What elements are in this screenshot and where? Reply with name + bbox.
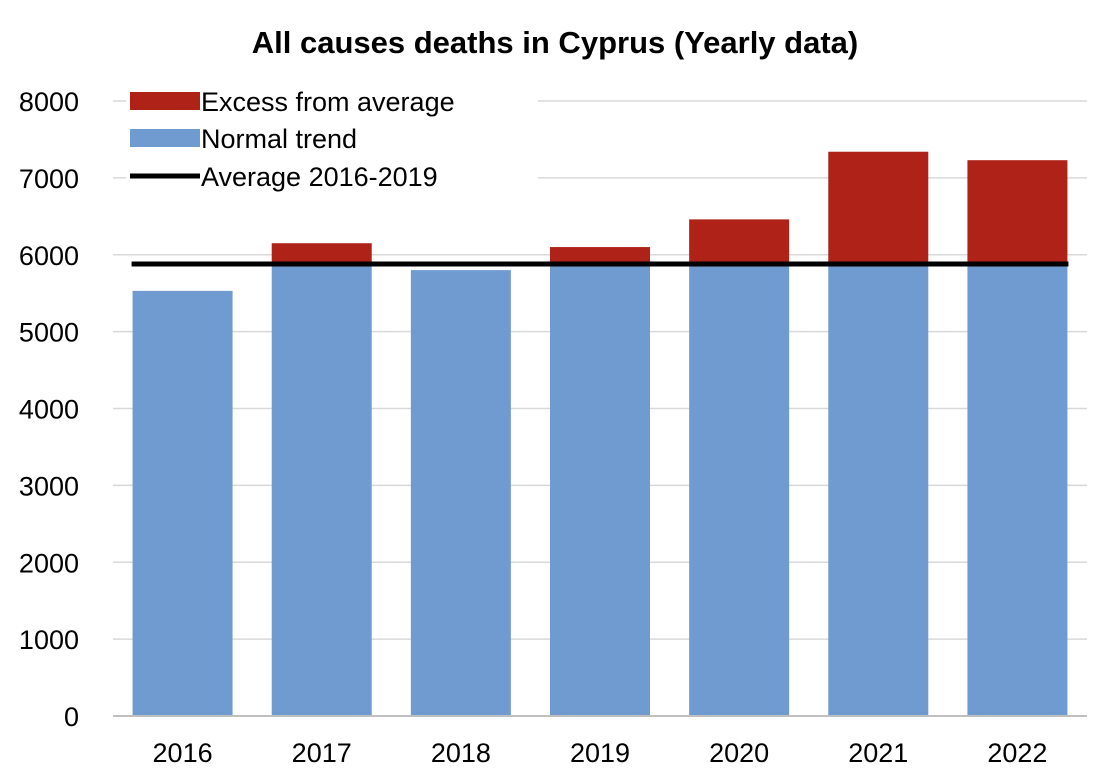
legend-label-excess-from-average: Excess from average [201, 87, 455, 117]
bar-excess-from-average-2019 [550, 247, 650, 264]
y-tick-label: 7000 [19, 164, 79, 194]
bar-normal-trend-2022 [967, 263, 1068, 716]
bar-excess-from-average-2017 [271, 243, 372, 264]
bar-normal-trend-2017 [271, 263, 372, 716]
x-tick-label: 2016 [153, 738, 213, 768]
bar-normal-trend-2019 [550, 263, 650, 716]
x-tick-label: 2020 [709, 738, 769, 768]
bar-excess-from-average-2020 [689, 219, 790, 264]
legend: Excess from average Normal trend Average 2… [126, 83, 538, 194]
y-tick-label: 5000 [19, 318, 79, 348]
x-tick-label: 2017 [292, 738, 352, 768]
y-tick-label: 3000 [19, 471, 79, 501]
y-tick-label: 1000 [19, 625, 79, 655]
x-axis-ticks: 2016 2017 2018 2019 2020 2021 2022 [153, 738, 1048, 768]
chart-title: All causes deaths in Cyprus (Yearly data… [252, 25, 858, 60]
bar-normal-trend-2020 [689, 263, 790, 716]
bar-normal-trend-2018 [410, 270, 511, 716]
legend-label-average-2016-2019: Average 2016-2019 [201, 162, 438, 192]
x-tick-label: 2022 [987, 738, 1047, 768]
bar-excess-from-average-2021 [828, 151, 929, 264]
x-tick-label: 2019 [570, 738, 630, 768]
y-axis-ticks: 0 1000 2000 3000 4000 5000 6000 7000 8000 [19, 87, 79, 732]
y-tick-label: 8000 [19, 87, 79, 117]
bars [132, 151, 1068, 716]
bar-excess-from-average-2022 [967, 160, 1068, 264]
bar-normal-trend-2016 [132, 290, 233, 716]
legend-swatch-excess-from-average [130, 92, 200, 110]
legend-label-normal-trend: Normal trend [201, 124, 357, 154]
y-tick-label: 6000 [19, 241, 79, 271]
y-tick-label: 4000 [19, 395, 79, 425]
y-tick-label: 2000 [19, 548, 79, 578]
y-tick-label: 0 [64, 702, 79, 732]
x-tick-label: 2021 [848, 738, 908, 768]
bar-normal-trend-2021 [828, 263, 929, 716]
x-tick-label: 2018 [431, 738, 491, 768]
legend-swatch-normal-trend [130, 129, 200, 147]
